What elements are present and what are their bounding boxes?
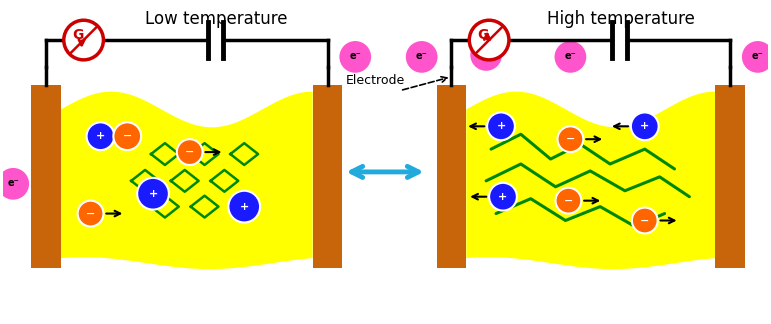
Text: +: + (96, 131, 105, 141)
Circle shape (113, 122, 141, 150)
Text: +: + (640, 121, 649, 131)
Circle shape (137, 178, 169, 210)
Circle shape (177, 139, 203, 165)
Circle shape (556, 188, 581, 214)
Text: e⁻: e⁻ (564, 51, 576, 61)
Text: −: − (123, 131, 132, 141)
Text: +: + (240, 202, 249, 212)
Circle shape (86, 122, 114, 150)
Text: G: G (477, 28, 489, 42)
Circle shape (742, 41, 771, 73)
Text: −: − (86, 209, 96, 219)
Circle shape (470, 20, 509, 60)
Circle shape (554, 41, 586, 73)
Circle shape (632, 208, 658, 233)
Circle shape (78, 201, 103, 226)
Text: e⁻: e⁻ (349, 51, 361, 61)
Bar (31, 85, 61, 268)
Text: e⁻: e⁻ (480, 49, 492, 59)
Text: +: + (497, 121, 506, 131)
Polygon shape (466, 92, 715, 269)
Circle shape (228, 191, 260, 223)
Circle shape (489, 183, 517, 211)
Text: −: − (185, 147, 194, 157)
Circle shape (64, 20, 103, 60)
Circle shape (0, 168, 29, 200)
Circle shape (487, 112, 515, 140)
Text: Electrode: Electrode (345, 74, 405, 87)
Text: G: G (72, 28, 83, 42)
Text: −: − (640, 215, 649, 226)
Text: e⁻: e⁻ (416, 51, 428, 61)
Text: e⁻: e⁻ (752, 51, 763, 61)
Text: +: + (498, 192, 507, 202)
Text: +: + (148, 189, 157, 199)
Polygon shape (61, 92, 312, 269)
Bar (715, 85, 745, 268)
Bar (312, 85, 342, 268)
Bar (436, 85, 466, 268)
Circle shape (631, 112, 658, 140)
Circle shape (470, 39, 502, 71)
Text: −: − (566, 134, 575, 144)
Text: Low temperature: Low temperature (145, 10, 288, 28)
Circle shape (339, 41, 371, 73)
Text: −: − (564, 196, 573, 206)
Circle shape (557, 126, 584, 152)
Text: High temperature: High temperature (547, 10, 695, 28)
Text: e⁻: e⁻ (8, 178, 19, 188)
Circle shape (406, 41, 438, 73)
